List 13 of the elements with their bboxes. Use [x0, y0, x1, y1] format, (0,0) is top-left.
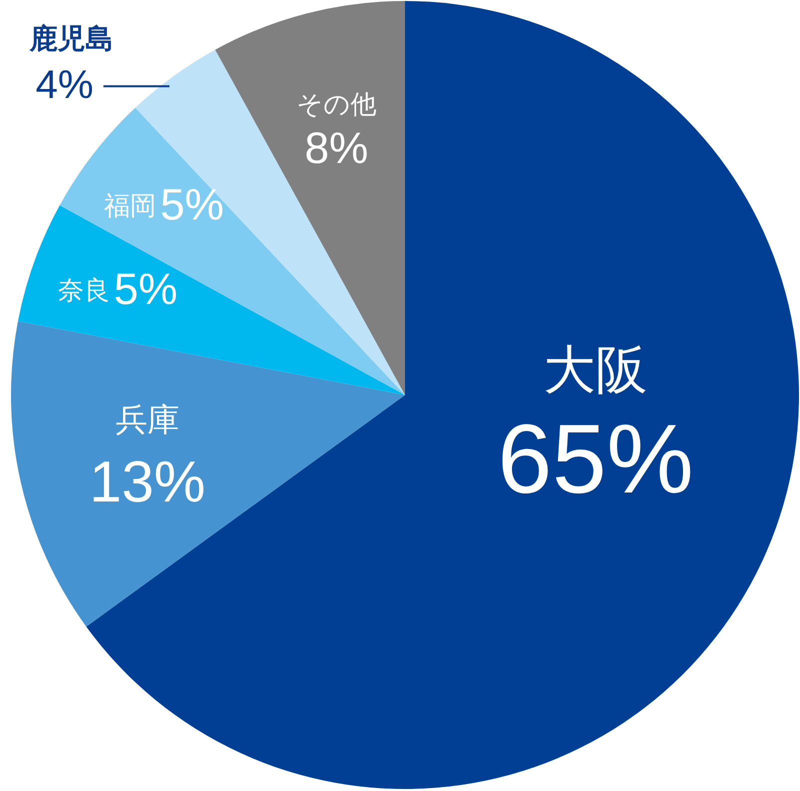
data-label: 4% — [36, 63, 94, 108]
slice-label: 兵庫 — [115, 402, 180, 438]
slice-label: 大阪 — [544, 341, 648, 400]
data-label: 5% — [160, 180, 224, 230]
slice-label: その他 — [296, 88, 376, 119]
slice-label: 福岡 — [104, 190, 156, 221]
data-label: 5% — [114, 264, 178, 314]
slice-label: 奈良 — [58, 274, 110, 305]
data-label: 65% — [497, 403, 694, 514]
data-label: 13% — [89, 450, 206, 515]
pie-slice — [11, 321, 405, 627]
slice-label: 鹿児島 — [28, 23, 114, 54]
data-label: 8% — [304, 124, 368, 173]
